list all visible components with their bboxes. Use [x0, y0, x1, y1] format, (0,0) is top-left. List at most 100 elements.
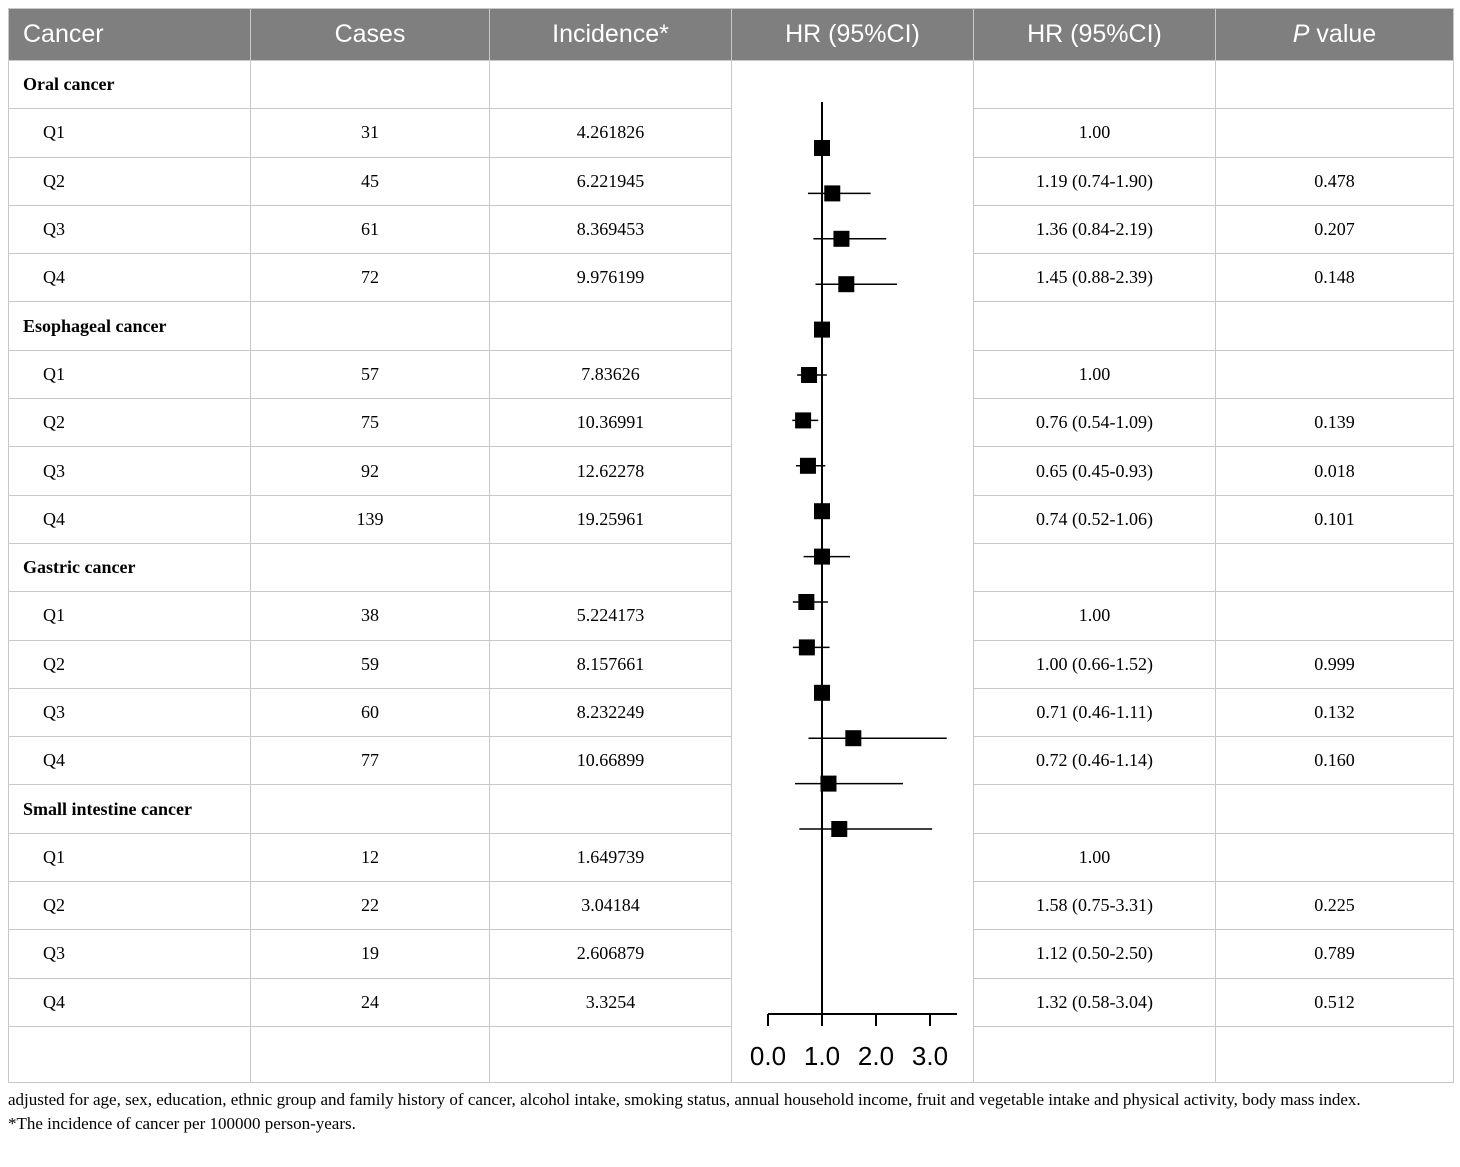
empty-cell — [250, 301, 490, 351]
cases-value: 31 — [250, 108, 490, 158]
footnote-incidence: *The incidence of cancer per 100000 pers… — [8, 1114, 356, 1133]
table-row: Q2 75 10.36991 0.76 (0.54-1.09) 0.139 — [8, 398, 1454, 448]
cases-value: 12 — [250, 832, 490, 883]
quartile-label: Q3 — [8, 687, 251, 738]
hr-value: 1.00 — [973, 108, 1216, 158]
empty-cell — [1215, 542, 1454, 593]
table-row: Q1 12 1.649739 1.00 — [8, 832, 1454, 883]
cases-value: 59 — [250, 639, 490, 689]
hr-value: 0.71 (0.46-1.11) — [973, 687, 1216, 738]
incidence-value: 8.369453 — [489, 204, 732, 255]
incidence-value: 8.157661 — [489, 639, 732, 689]
group-name: Oral cancer — [8, 59, 251, 110]
header-p-value: P value — [1215, 8, 1454, 61]
header-p-rest: value — [1309, 20, 1377, 48]
cases-value: 75 — [250, 398, 490, 448]
hr-point-marker — [833, 230, 850, 247]
hr-value: 1.00 (0.66-1.52) — [973, 639, 1216, 689]
p-value: 0.101 — [1215, 494, 1454, 544]
table-row: Q3 61 8.369453 1.36 (0.84-2.19) 0.207 — [8, 204, 1454, 255]
hr-value: 1.58 (0.75-3.31) — [973, 881, 1216, 931]
cases-value: 22 — [250, 881, 490, 931]
footnotes: adjusted for age, sex, education, ethnic… — [8, 1088, 1456, 1136]
forest-plot: 0.0 1.0 2.0 3.0 — [750, 102, 957, 1071]
empty-cell — [250, 784, 490, 834]
p-value: 0.132 — [1215, 687, 1454, 738]
cases-value: 72 — [250, 253, 490, 303]
quartile-label: Q1 — [8, 349, 251, 400]
header-p-letter: P — [1292, 20, 1310, 48]
hr-point-marker — [801, 367, 818, 383]
empty-cell — [1215, 301, 1454, 351]
hr-value: 1.36 (0.84-2.19) — [973, 204, 1216, 255]
p-value: 0.512 — [1215, 977, 1454, 1027]
hr-value: 0.72 (0.46-1.14) — [973, 736, 1216, 786]
p-value — [1215, 591, 1454, 641]
incidence-value: 8.232249 — [489, 687, 732, 738]
hr-value: 1.45 (0.88-2.39) — [973, 253, 1216, 303]
hr-value: 0.74 (0.52-1.06) — [973, 494, 1216, 544]
x-tick-label: 3.0 — [912, 1041, 948, 1071]
hr-point-marker — [820, 775, 837, 792]
p-value: 0.478 — [1215, 156, 1454, 206]
quartile-label: Q4 — [8, 494, 251, 544]
empty-cell — [489, 59, 732, 110]
quartile-label: Q4 — [8, 736, 251, 786]
empty-cell — [973, 784, 1216, 834]
results-table: Cancer Cases Incidence* HR (95%CI) HR (9… — [8, 8, 1454, 1083]
empty-cell — [973, 59, 1216, 110]
incidence-value: 3.04184 — [489, 881, 732, 931]
quartile-label: Q1 — [8, 832, 251, 883]
hr-point-marker — [814, 548, 830, 565]
incidence-value: 7.83626 — [489, 349, 732, 400]
empty-cell — [1215, 784, 1454, 834]
empty-cell — [250, 1025, 490, 1083]
p-value: 0.018 — [1215, 446, 1454, 496]
hr-value: 1.32 (0.58-3.04) — [973, 977, 1216, 1027]
table-row: Q1 38 5.224173 1.00 — [8, 591, 1454, 641]
incidence-value: 10.66899 — [489, 736, 732, 786]
hr-point-marker — [814, 503, 830, 520]
quartile-label: Q2 — [8, 639, 251, 689]
forest-plot-cell — [731, 60, 974, 1083]
empty-cell — [489, 542, 732, 593]
incidence-value: 9.976199 — [489, 253, 732, 303]
hr-point-marker — [814, 321, 830, 338]
p-value: 0.225 — [1215, 881, 1454, 931]
table-row: Q2 22 3.04184 1.58 (0.75-3.31) 0.225 — [8, 881, 1454, 931]
table-row: Q1 57 7.83626 1.00 — [8, 349, 1454, 400]
cases-value: 92 — [250, 446, 490, 496]
p-value: 0.160 — [1215, 736, 1454, 786]
incidence-value: 5.224173 — [489, 591, 732, 641]
quartile-label: Q3 — [8, 929, 251, 979]
cases-value: 19 — [250, 929, 490, 979]
header-hr-text: HR (95%CI) — [973, 8, 1216, 61]
table-body: Oral cancer Q1 31 4.261826 1.00 Q2 45 6.221945 1… — [8, 59, 1454, 1083]
empty-cell — [973, 301, 1216, 351]
group-row: Small intestine cancer — [8, 784, 1454, 834]
header-incidence: Incidence* — [489, 8, 732, 61]
hr-point-marker — [838, 276, 855, 293]
quartile-label: Q3 — [8, 204, 251, 255]
x-tick-label: 0.0 — [750, 1041, 786, 1071]
hr-point-marker — [831, 821, 848, 837]
p-value: 0.999 — [1215, 639, 1454, 689]
empty-cell — [489, 301, 732, 351]
table-row: Q4 72 9.976199 1.45 (0.88-2.39) 0.148 — [8, 253, 1454, 303]
cases-value: 38 — [250, 591, 490, 641]
hr-value: 1.00 — [973, 832, 1216, 883]
hr-point-marker — [798, 594, 815, 610]
p-value: 0.139 — [1215, 398, 1454, 448]
table-row: Q1 31 4.261826 1.00 — [8, 108, 1454, 158]
cases-value: 139 — [250, 494, 490, 544]
empty-cell — [8, 1025, 251, 1083]
incidence-value: 19.25961 — [489, 494, 732, 544]
table-row: Q3 92 12.62278 0.65 (0.45-0.93) 0.018 — [8, 446, 1454, 496]
empty-cell — [973, 1025, 1216, 1083]
cases-value: 77 — [250, 736, 490, 786]
empty-cell — [1215, 1025, 1454, 1083]
quartile-label: Q2 — [8, 156, 251, 206]
header-cancer: Cancer — [8, 8, 251, 61]
quartile-label: Q3 — [8, 446, 251, 496]
p-value — [1215, 832, 1454, 883]
